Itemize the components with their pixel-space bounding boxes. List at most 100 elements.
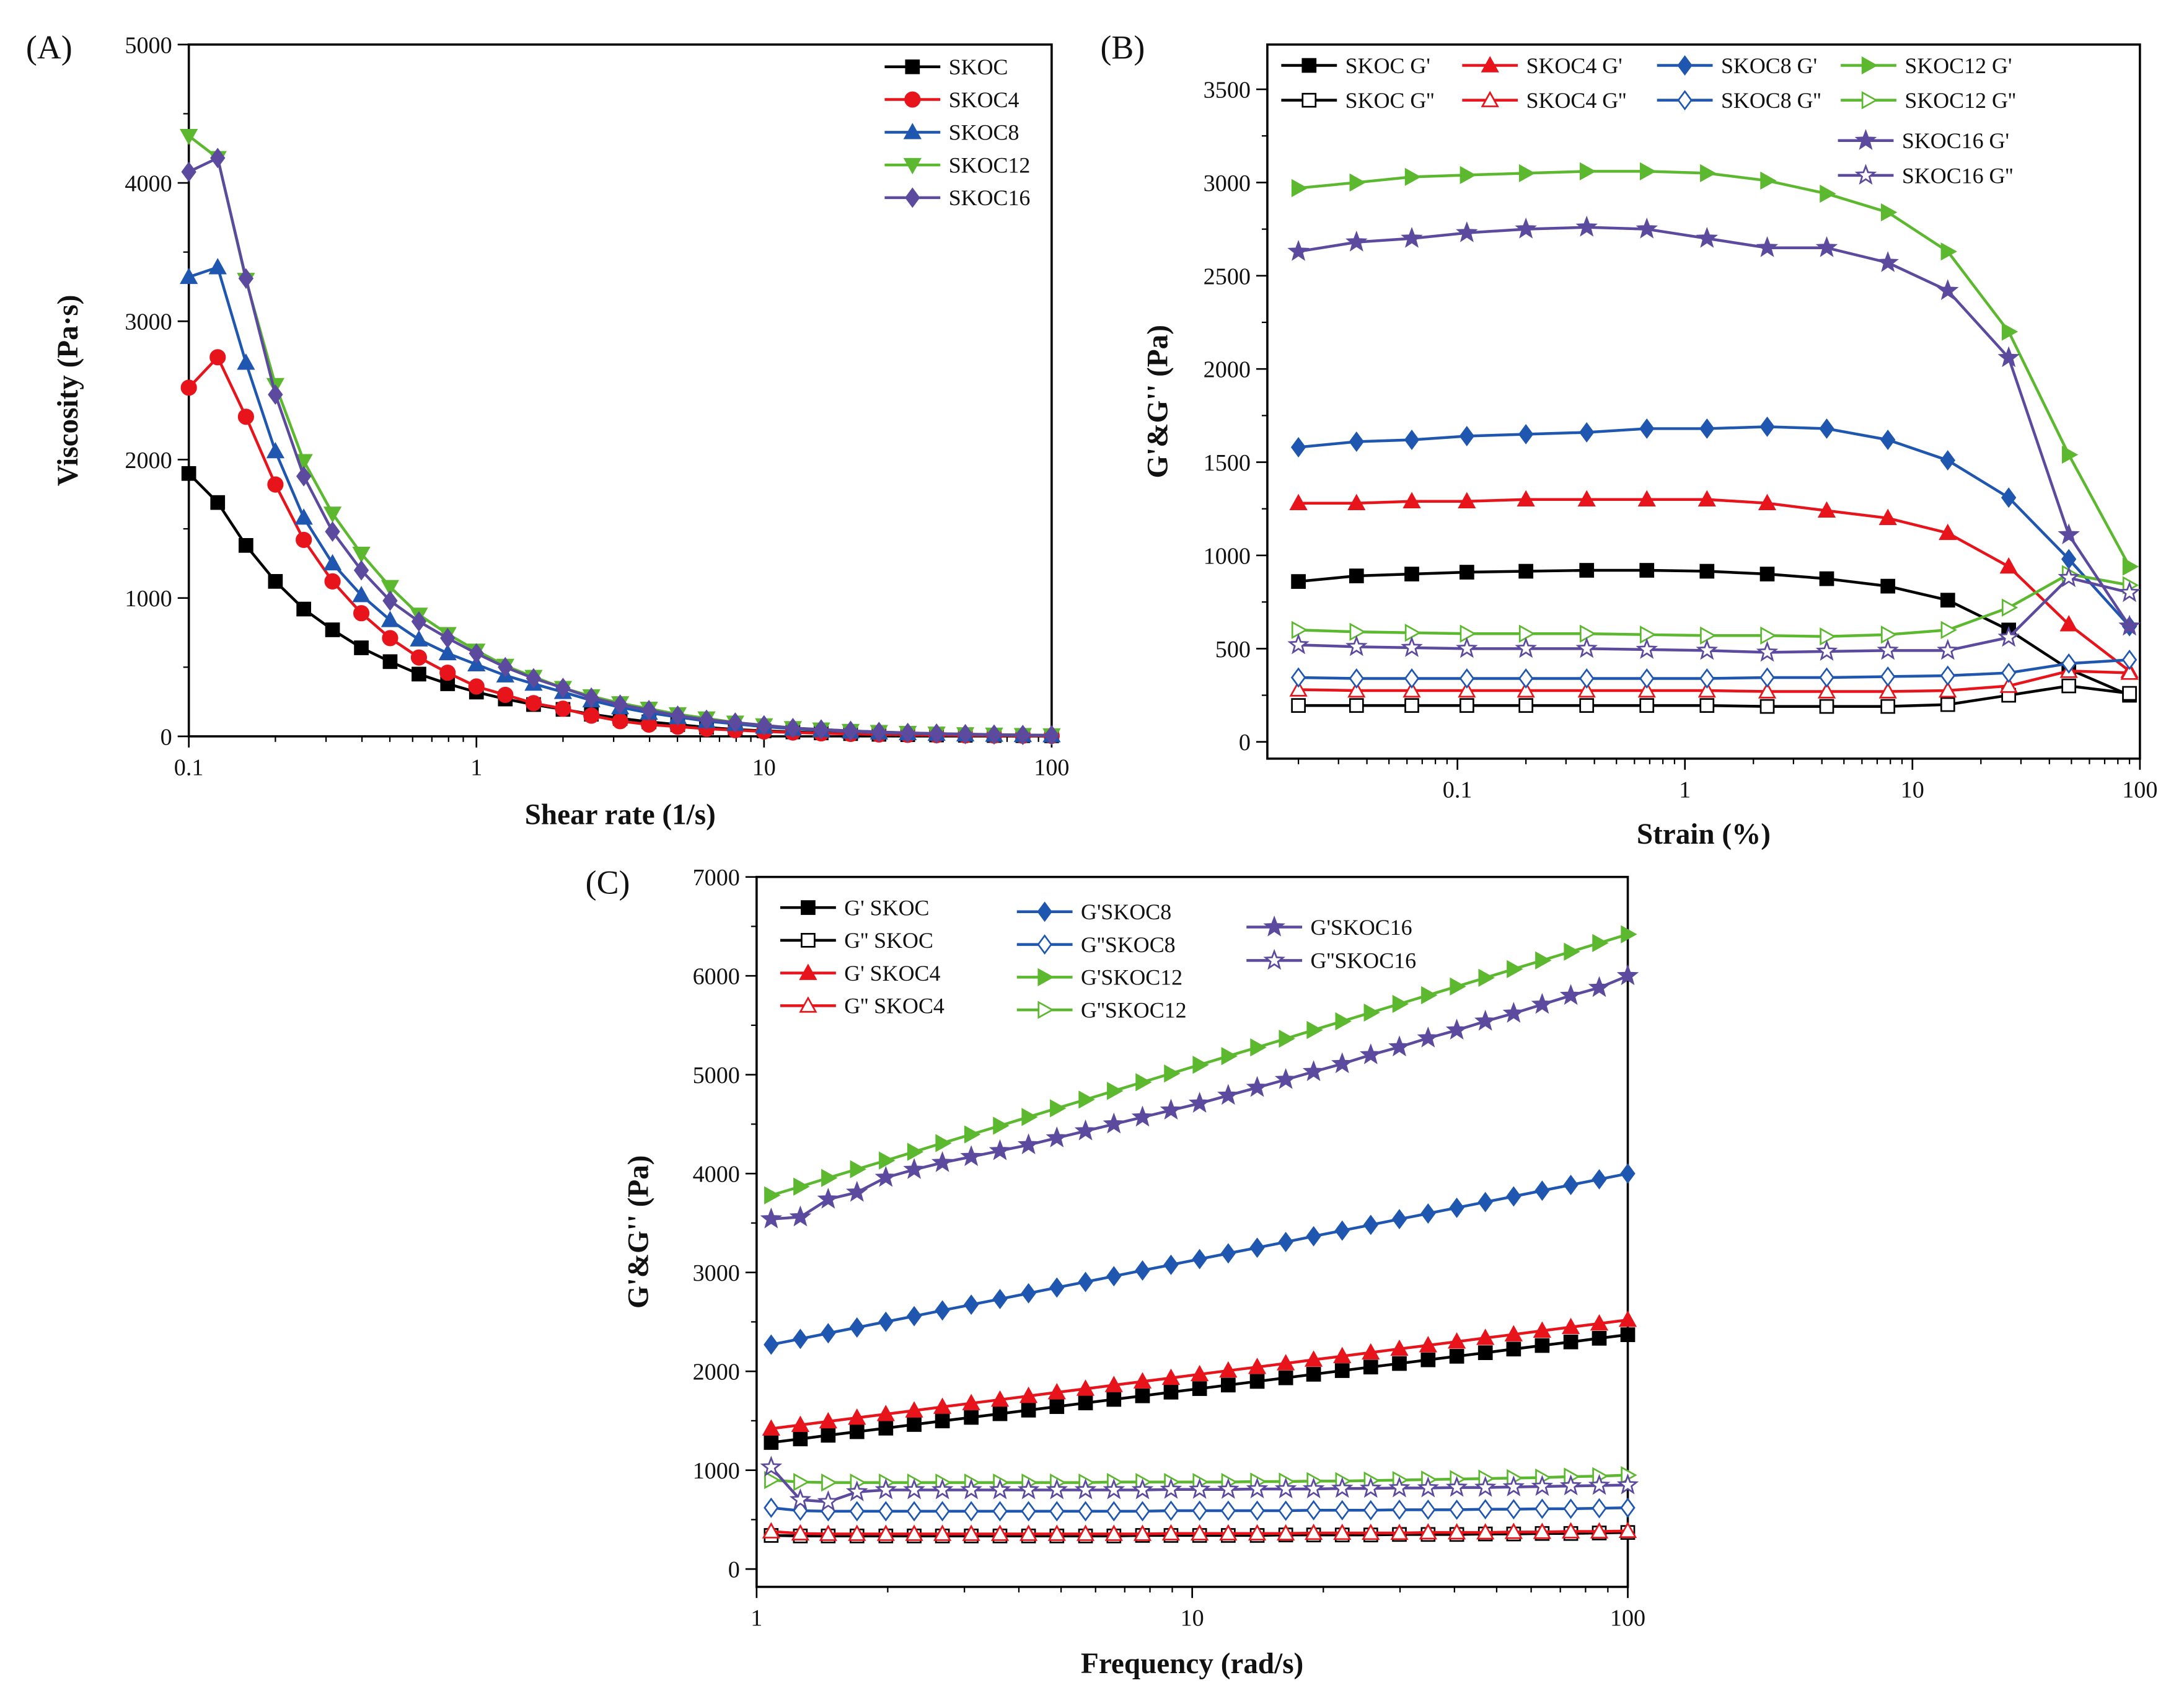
data-point [1049,1399,1065,1414]
data-point [1758,493,1777,510]
data-point [1106,1266,1122,1287]
data-point [963,1501,979,1522]
data-point [1249,1500,1265,1521]
data-point [1404,698,1419,713]
data-point [469,643,484,664]
data-point [1820,627,1836,646]
data-point [1590,1314,1609,1331]
legend-marker [1861,56,1878,75]
data-point [1563,1334,1579,1350]
legend-entry: SKOC16 G' [1838,128,2009,153]
data-point [1404,430,1420,450]
data-point [1015,725,1031,746]
legend-marker [905,187,920,208]
data-point [935,1300,950,1321]
data-point [1639,668,1655,689]
y-tick-label: 1000 [1204,543,1251,569]
data-point [1419,1523,1437,1540]
data-point [878,1311,894,1332]
data-point [1388,1476,1411,1498]
data-point [1759,416,1775,437]
x-tick-label: 1 [470,755,482,781]
data-point [1074,1478,1097,1500]
data-point [2061,653,2077,674]
legend-label: G' SKOC4 [844,961,940,986]
legend-marker [1677,55,1693,76]
data-point [1877,251,1899,272]
data-point [1579,698,1595,713]
series-line [1298,498,2131,673]
data-point [1592,934,1609,952]
data-point [468,678,485,695]
data-point [237,409,254,425]
data-point [846,1180,868,1202]
data-point [1819,418,1834,439]
data-point [1078,1501,1093,1522]
series-g-skoc16 [760,964,1639,1229]
data-point [989,1478,1011,1500]
data-point [935,1413,950,1429]
data-point [1506,1186,1521,1207]
data-point [1474,1475,1497,1497]
data-point [850,1160,866,1178]
legend-marker [903,123,922,139]
data-point [1192,1381,1207,1396]
y-tick-label: 3000 [1204,170,1251,197]
data-point [1477,1499,1493,1520]
data-point [1575,215,1598,237]
legend-label: G''SKOC16 [1311,948,1417,973]
data-point [1504,1325,1523,1341]
data-point [1334,1220,1350,1241]
data-point [1531,1475,1554,1496]
data-point [1618,1310,1637,1327]
data-point [239,538,253,553]
data-point [1515,217,1537,239]
data-point [819,1412,837,1429]
legend-label: SKOC G' [1345,53,1430,78]
data-point [1334,1500,1350,1521]
data-point [323,554,342,571]
legend-marker [1301,58,1317,73]
legend-marker [1037,901,1052,922]
data-point [1618,1521,1637,1538]
data-point [1477,1345,1493,1361]
series-skoc8-g- [1290,649,2138,689]
data-point [1163,1384,1179,1400]
data-point [1999,557,2018,574]
data-point [1449,1197,1464,1218]
data-point [2001,662,2017,683]
y-tick-label: 3000 [693,1260,740,1286]
legend-entry: SKOC8 G' [1657,53,1817,78]
data-point [1135,1501,1150,1522]
data-point [1575,637,1598,658]
data-point [1391,1209,1407,1230]
data-point [2059,615,2078,632]
data-point [1044,725,1060,746]
data-point [1290,667,1306,688]
data-point [1192,1500,1207,1521]
data-point [1277,1354,1295,1371]
data-point [382,590,398,611]
x-axis-title: Strain (%) [1637,818,1771,851]
data-point [1334,1363,1350,1378]
data-point [1940,242,1957,261]
data-point [180,379,197,396]
data-point [1217,1084,1240,1105]
data-point [1219,1524,1238,1540]
data-point [1306,1367,1321,1382]
data-point [1697,681,1716,698]
data-point [1278,1370,1293,1385]
data-point [1161,1368,1181,1385]
y-tick-label: 4000 [125,171,172,197]
data-point [438,643,457,661]
data-point [1559,984,1582,1005]
data-point [1133,1524,1152,1541]
data-point [1460,624,1476,643]
series-g-skoc4 [762,1521,1637,1541]
data-point [1331,1052,1354,1074]
legend-marker [1263,915,1285,937]
data-point [296,466,312,487]
legend-label: SKOC16 G'' [1902,163,2014,188]
legend-entry: G' SKOC [780,895,929,920]
data-point [325,521,340,542]
